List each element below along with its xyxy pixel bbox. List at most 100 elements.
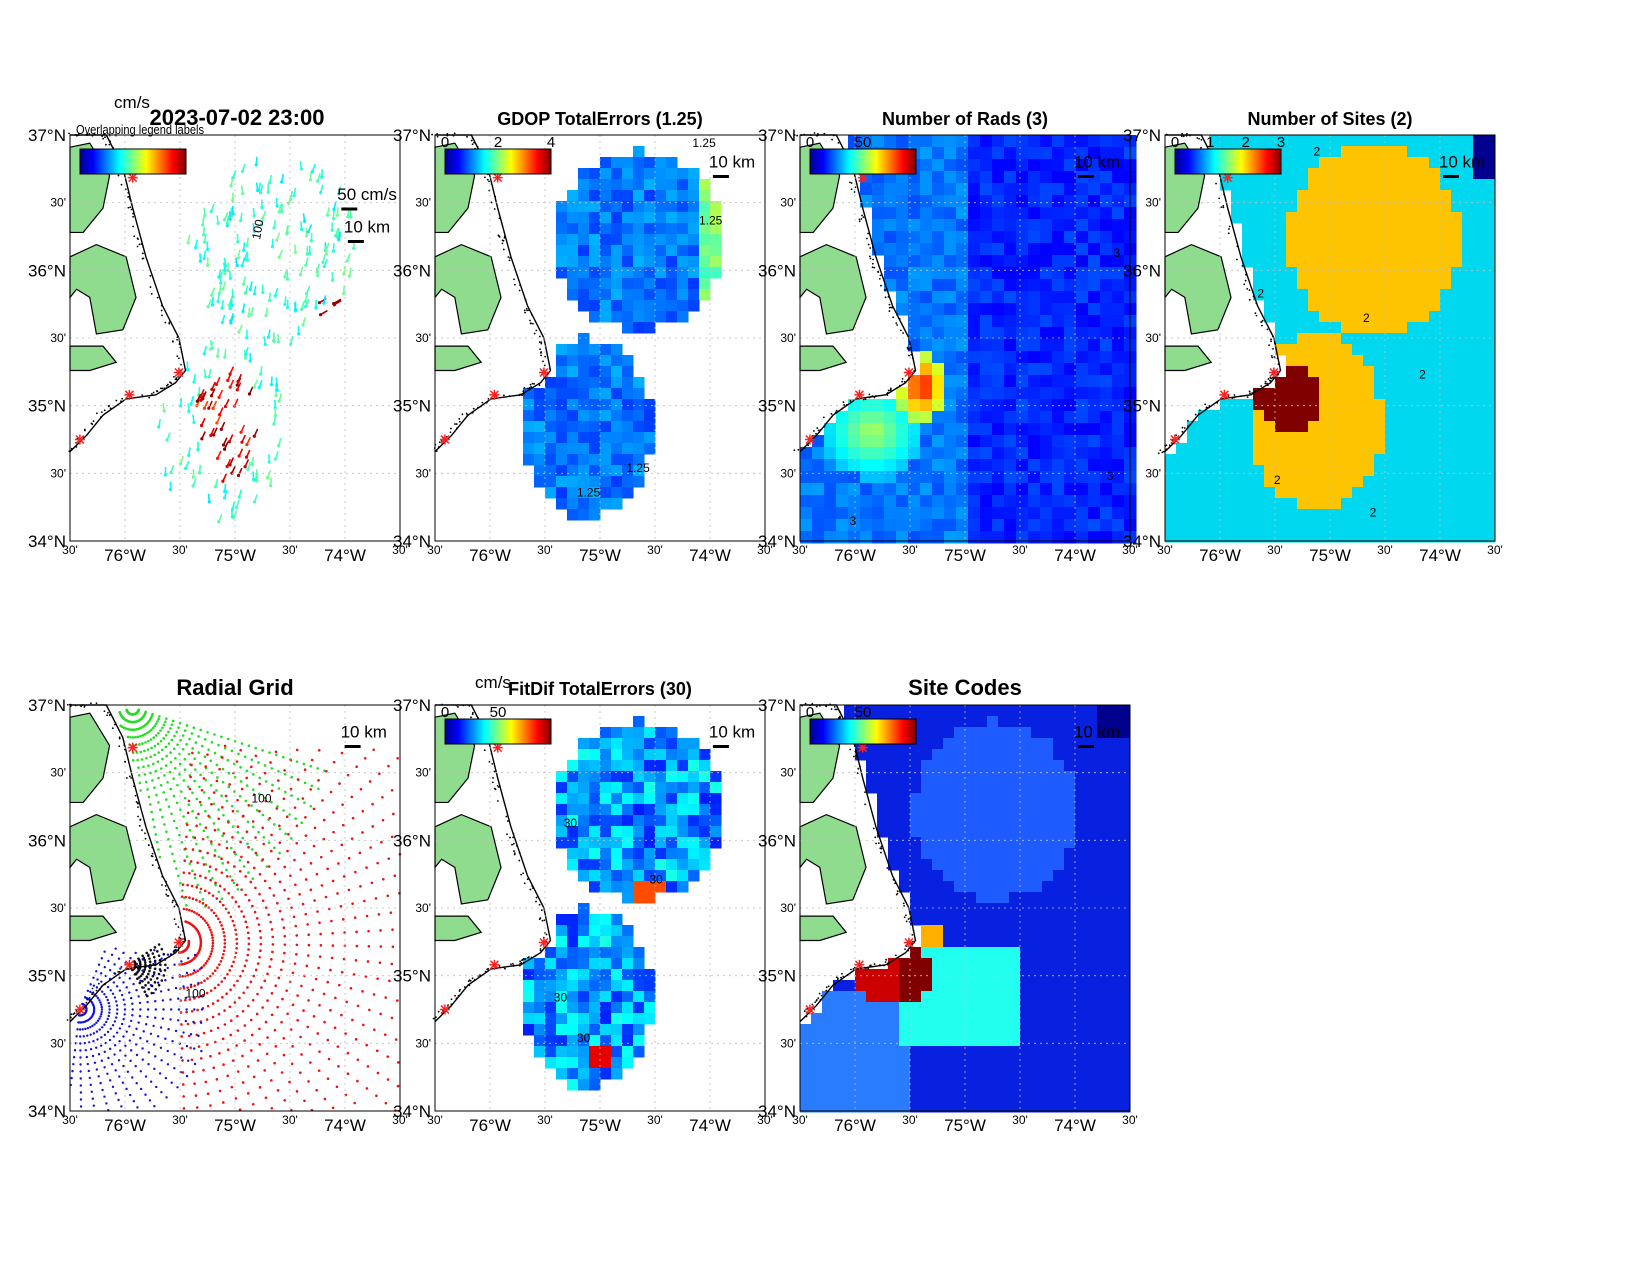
contour-label: 2	[1314, 144, 1321, 158]
lon-tick-label: 30'	[647, 543, 663, 557]
lon-tick-label: 30'	[62, 1113, 78, 1127]
overlapping-legend: Overlapping legend labels	[76, 122, 204, 137]
scale-label: 10 km	[709, 722, 755, 741]
lat-tick-label: 30'	[1145, 196, 1161, 210]
lat-tick-label: 34°N	[758, 532, 796, 551]
scale-label: 10 km	[344, 217, 390, 236]
colorbar-tick-label: 50	[490, 704, 507, 721]
lat-tick-label: 34°N	[393, 1102, 431, 1121]
contour-label: 1.25	[626, 461, 650, 475]
lon-tick-label: 76°W	[104, 1116, 146, 1135]
lat-tick-label: 35°N	[758, 967, 796, 986]
lat-tick-label: 35°N	[28, 397, 66, 416]
lon-tick-label: 30'	[1377, 543, 1393, 557]
lat-tick-label: 36°N	[393, 831, 431, 850]
scale-label: 10 km	[1074, 152, 1120, 171]
lat-tick-label: 30'	[1145, 331, 1161, 345]
lat-tick-label: 37°N	[28, 696, 66, 715]
panel-rads: 37°N30'36°N30'35°N30'34°N30' 76°W 30' 75°W 3…	[758, 109, 1138, 565]
map-frame	[434, 704, 766, 1112]
colorbar	[809, 718, 917, 745]
map-frame	[1164, 134, 1496, 542]
lat-tick-label: 37°N	[28, 126, 66, 145]
lat-tick-label: 30'	[50, 766, 66, 780]
lon-tick-label: 74°W	[324, 546, 366, 565]
land-mass	[434, 243, 502, 335]
lat-tick-label: 35°N	[393, 967, 431, 986]
lat-tick-label: 34°N	[758, 1102, 796, 1121]
lat-tick-label: 30'	[415, 331, 431, 345]
scale-label: 10 km	[1439, 152, 1485, 171]
land-mass	[799, 243, 867, 335]
land-mass	[434, 813, 502, 905]
lon-tick-label: 75°W	[944, 546, 986, 565]
map-frame	[434, 134, 766, 542]
lon-tick-label: 30'	[1157, 543, 1173, 557]
lon-tick-label: 30'	[902, 1113, 918, 1127]
contour-label: 100	[186, 986, 206, 1000]
lat-tick-label: 30'	[780, 466, 796, 480]
contour-label: 2	[1419, 368, 1426, 382]
lat-tick-label: 36°N	[393, 261, 431, 280]
lon-tick-label: 74°W	[1054, 1116, 1096, 1135]
colorbar-tick-label: 2	[1241, 134, 1249, 151]
colorbar-tick-label: 0	[806, 134, 814, 151]
lon-tick-label: 75°W	[579, 546, 621, 565]
lon-tick-label: 30'	[757, 543, 773, 557]
lat-tick-label: 30'	[50, 196, 66, 210]
lon-tick-label: 30'	[537, 543, 553, 557]
contour-label: 2	[1370, 506, 1377, 520]
lon-tick-label: 75°W	[579, 1116, 621, 1135]
colorbar-unit: cm/s	[475, 673, 511, 692]
lon-tick-label: 30'	[1122, 543, 1138, 557]
land-mass	[1164, 243, 1232, 335]
lon-tick-label: 75°W	[944, 1116, 986, 1135]
lat-tick-label: 37°N	[758, 696, 796, 715]
lat-tick-label: 34°N	[28, 1102, 66, 1121]
colorbar	[809, 148, 917, 175]
lat-tick-label: 35°N	[28, 967, 66, 986]
lon-tick-label: 74°W	[324, 1116, 366, 1135]
lon-tick-label: 30'	[647, 1113, 663, 1127]
lon-tick-label: 76°W	[1199, 546, 1241, 565]
lon-tick-label: 75°W	[1309, 546, 1351, 565]
lon-tick-label: 74°W	[1054, 546, 1096, 565]
lon-tick-label: 30'	[172, 543, 188, 557]
lat-tick-label: 30'	[780, 196, 796, 210]
contour-label: 100	[252, 791, 272, 805]
lon-tick-label: 30'	[792, 1113, 808, 1127]
lon-tick-label: 30'	[282, 543, 298, 557]
lon-tick-label: 75°W	[214, 546, 256, 565]
lat-tick-label: 30'	[1145, 466, 1161, 480]
lat-tick-label: 35°N	[1123, 397, 1161, 416]
land-mass	[69, 243, 137, 335]
lon-tick-label: 30'	[427, 543, 443, 557]
lat-tick-label: 35°N	[758, 397, 796, 416]
lat-tick-label: 34°N	[393, 532, 431, 551]
lon-tick-label: 76°W	[469, 1116, 511, 1135]
colorbar-tick-label: 3	[1277, 134, 1285, 151]
lat-tick-label: 30'	[50, 901, 66, 915]
colorbar-tick-label: 0	[806, 704, 814, 721]
lon-tick-label: 30'	[282, 1113, 298, 1127]
panel-title: 2023-07-02 23:00	[150, 105, 325, 130]
lon-tick-label: 74°W	[689, 1116, 731, 1135]
lat-tick-label: 36°N	[758, 261, 796, 280]
contour-label: 1.25	[699, 213, 723, 227]
lat-tick-label: 30'	[415, 466, 431, 480]
lon-tick-label: 30'	[1012, 1113, 1028, 1127]
lat-tick-label: 30'	[415, 1036, 431, 1050]
lon-tick-label: 30'	[1487, 543, 1503, 557]
colorbar	[79, 148, 187, 175]
lon-tick-label: 76°W	[834, 1116, 876, 1135]
contour-label: 30	[650, 873, 664, 887]
colorbar-tick-label: 2	[494, 134, 502, 151]
lon-tick-label: 76°W	[104, 546, 146, 565]
lat-tick-label: 36°N	[1123, 261, 1161, 280]
lon-tick-label: 30'	[172, 1113, 188, 1127]
lat-tick-label: 30'	[50, 331, 66, 345]
lon-tick-label: 76°W	[469, 546, 511, 565]
lat-tick-label: 30'	[780, 331, 796, 345]
lon-tick-label: 30'	[392, 543, 408, 557]
colorbar-tick-label: 0	[441, 134, 449, 151]
